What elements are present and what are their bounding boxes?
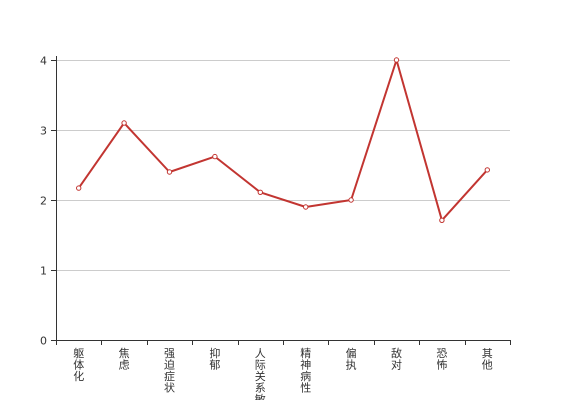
series-line-0 [77, 59, 489, 222]
data-point [348, 197, 354, 203]
data-point [484, 167, 490, 173]
y-tick-label: 3 [40, 125, 47, 138]
x-axis-ticks: 躯体化 焦虑 强迫症状 抑郁 人际关系敏感 精神病性 偏执 敌对 恐怖 其他 [56, 340, 511, 400]
data-point [393, 57, 400, 63]
data-point [212, 153, 218, 160]
data-point [166, 169, 173, 175]
y-tick-label: 0 [40, 335, 47, 348]
grid-layer [56, 60, 510, 271]
x-tick-label: 强迫症状 [164, 347, 175, 395]
axis-layer [56, 56, 510, 341]
data-point [439, 217, 445, 224]
data-point [303, 204, 309, 210]
x-tick-label: 躯体化 [73, 347, 84, 383]
x-tick-label: 其他 [482, 347, 493, 372]
x-tick-label: 敌对 [391, 346, 402, 372]
y-axis-ticks: 0 1 2 3 4 [40, 55, 56, 348]
x-tick-label: 恐怖 [436, 347, 447, 372]
y-tick-label: 2 [40, 195, 47, 208]
x-tick-label: 精神病性 [300, 347, 311, 395]
data-point [121, 120, 127, 126]
x-tick-label: 偏执 [346, 346, 357, 372]
series-layer [76, 57, 490, 224]
y-tick-label: 1 [40, 265, 47, 278]
x-tick-label: 抑郁 [209, 346, 220, 372]
data-point [257, 189, 263, 196]
data-point [76, 185, 82, 191]
x-tick-label: 人际关系敏感 [255, 347, 266, 400]
x-tick-label: 焦虑 [119, 347, 130, 372]
y-tick-label: 4 [40, 55, 47, 68]
